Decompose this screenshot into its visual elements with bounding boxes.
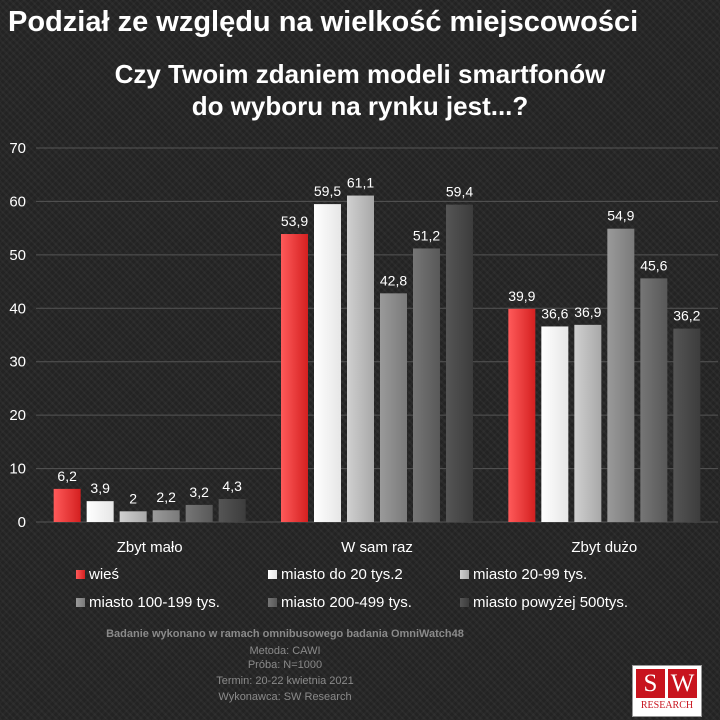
legend-item: miasto do 20 tys.2 (268, 566, 403, 583)
chart-title-line-1: Czy Twoim zdaniem modeli smartfonów (114, 59, 606, 89)
bar-1-0 (281, 234, 308, 522)
legend-label: miasto 200-499 tys. (281, 594, 412, 611)
chart-title-line-2: do wyboru na rynku jest...? (191, 91, 529, 121)
logo-research-text: RESEARCH (640, 700, 694, 711)
legend-label: miasto 100-199 tys. (89, 594, 220, 611)
y-tick-label: 0 (18, 514, 26, 531)
bar-0-2 (119, 511, 147, 522)
bar-0-0 (53, 488, 81, 522)
data-label: 2 (129, 490, 137, 506)
legend-label: miasto do 20 tys.2 (281, 566, 403, 583)
page-title: Podział ze względu na wielkość miejscowo… (8, 6, 639, 38)
bar-2-1 (541, 326, 569, 522)
legend-label: miasto powyżej 500tys. (473, 594, 629, 611)
y-tick-label: 70 (9, 140, 26, 157)
bar-1-5 (446, 204, 473, 523)
bar-0-5 (218, 499, 246, 522)
data-label: 3,9 (90, 480, 110, 496)
footer-date: Termin: 20-22 kwietnia 2021 (216, 675, 354, 687)
category-label: W sam raz (341, 539, 413, 556)
bar-1-1 (314, 204, 341, 522)
footer-sample: Próba: N=1000 (247, 659, 323, 671)
bar-1-4 (413, 248, 440, 522)
data-label: 59,5 (314, 183, 341, 199)
bars-layer (53, 195, 701, 523)
footer-contractor: Wykonawca: SW Research (218, 691, 352, 703)
data-label: 2,2 (156, 489, 176, 505)
legend-label: wieś (89, 566, 120, 583)
legend-item: miasto 100-199 tys. (76, 594, 220, 611)
logo-letter-s: S (636, 669, 665, 698)
chart-title: Czy Twoim zdaniem modeli smartfonów do w… (0, 58, 720, 122)
data-label: 54,9 (607, 208, 634, 224)
data-label: 42,8 (380, 272, 407, 288)
legend-swatch (76, 570, 85, 579)
bar-0-1 (86, 501, 114, 522)
legend-item: miasto 200-499 tys. (268, 594, 412, 611)
data-label: 51,2 (413, 227, 440, 243)
data-label: 6,2 (57, 468, 77, 484)
sw-research-logo: S W RESEARCH (632, 665, 702, 717)
data-label: 3,2 (189, 484, 209, 500)
legend-swatch (460, 570, 469, 579)
legend-swatch (76, 598, 85, 607)
labels-layer: 0 10 20 30 40 50 60 70 6,2 3,9 2 2,2 3,2 4,3 Zbyt mało… (9, 140, 700, 556)
bar-2-5 (673, 328, 701, 522)
category-label: Zbyt mało (117, 539, 183, 556)
bar-2-2 (574, 324, 602, 522)
data-label: 61,1 (347, 175, 374, 191)
y-tick-label: 30 (9, 354, 26, 371)
bar-1-3 (380, 293, 407, 522)
bar-2-3 (607, 228, 635, 523)
data-label: 36,6 (541, 305, 568, 321)
legend-swatch (268, 598, 277, 607)
bar-chart: 0 10 20 30 40 50 60 70 6,2 3,9 2 2,2 3,2 4,3 Zbyt mało… (9, 140, 718, 556)
data-label: 36,9 (574, 304, 601, 320)
bar-0-4 (185, 504, 213, 522)
y-tick-label: 50 (9, 247, 26, 264)
bar-2-0 (508, 308, 536, 522)
data-label: 59,4 (446, 184, 473, 200)
data-label: 36,2 (673, 308, 700, 324)
data-label: 53,9 (281, 213, 308, 229)
legend-swatch (460, 598, 469, 607)
y-tick-label: 10 (9, 461, 26, 478)
data-label: 4,3 (222, 478, 242, 494)
legend-swatch (268, 570, 277, 579)
data-label: 39,9 (508, 288, 535, 304)
legend-item: miasto 20-99 tys. (460, 566, 587, 583)
bar-0-3 (152, 510, 180, 522)
grid-layer (36, 147, 718, 523)
y-tick-label: 40 (9, 300, 26, 317)
footer-survey-note: Badanie wykonano w ramach omnibusowego b… (106, 628, 464, 640)
logo-letter-w: W (668, 669, 697, 698)
legend-label: miasto 20-99 tys. (473, 566, 588, 583)
bar-1-2 (347, 195, 374, 522)
footer-method: Metoda: CAWI (249, 645, 321, 657)
y-tick-label: 60 (9, 193, 26, 210)
data-label: 45,6 (640, 257, 667, 273)
bar-2-4 (640, 278, 668, 522)
category-label: Zbyt dużo (571, 539, 637, 556)
legend-item: miasto powyżej 500tys. (460, 594, 628, 611)
y-tick-label: 20 (9, 407, 26, 424)
legend-item: wieś (76, 566, 119, 583)
